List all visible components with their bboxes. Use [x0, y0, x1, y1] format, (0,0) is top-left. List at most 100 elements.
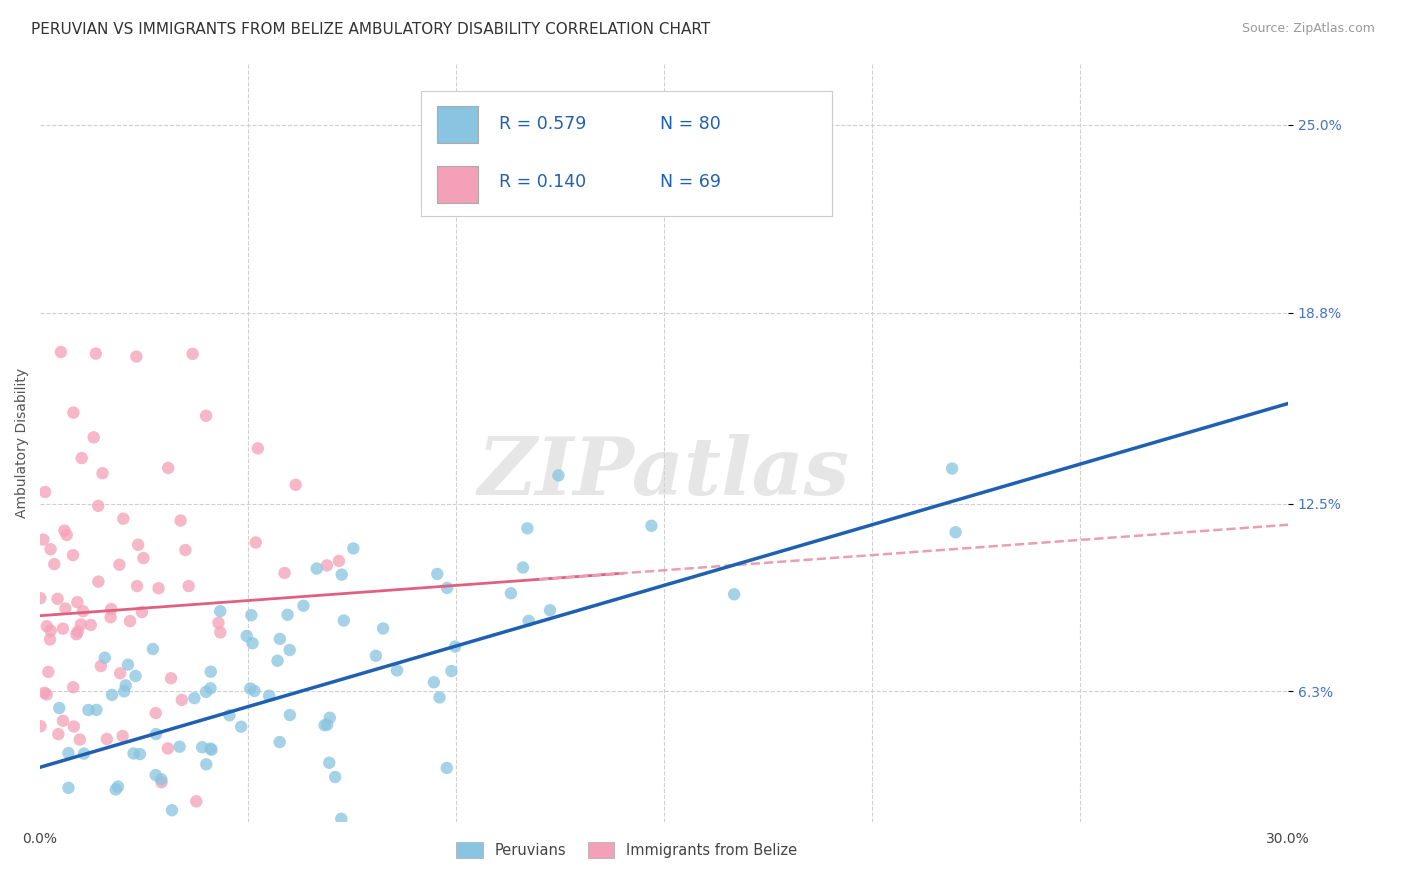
Point	[122, 747, 145, 761]
Point	[723, 587, 745, 601]
Point	[69, 732, 91, 747]
Point	[183, 691, 205, 706]
Point	[328, 554, 350, 568]
Point	[181, 347, 204, 361]
Point	[440, 664, 463, 678]
Point	[195, 685, 218, 699]
Point	[170, 693, 193, 707]
Point	[101, 688, 124, 702]
Point	[499, 586, 522, 600]
Point	[186, 794, 208, 808]
Point	[66, 624, 89, 639]
Point	[235, 629, 257, 643]
Point	[319, 711, 342, 725]
Point	[30, 719, 52, 733]
Point	[111, 729, 134, 743]
Point	[547, 468, 569, 483]
Point	[52, 714, 75, 728]
Point	[131, 605, 153, 619]
Point	[90, 659, 112, 673]
Point	[145, 768, 167, 782]
Point	[516, 521, 538, 535]
Point	[284, 822, 307, 836]
Point	[70, 451, 93, 466]
Point	[640, 518, 662, 533]
Point	[44, 557, 66, 571]
Point	[35, 687, 58, 701]
Point	[160, 671, 183, 685]
Point	[150, 775, 173, 789]
Point	[108, 558, 131, 572]
Point	[240, 608, 263, 623]
Point	[87, 499, 110, 513]
Point	[62, 548, 84, 562]
Point	[266, 654, 288, 668]
Point	[426, 566, 449, 581]
Point	[80, 618, 103, 632]
Point	[333, 614, 356, 628]
Point	[49, 345, 72, 359]
Point	[191, 740, 214, 755]
Point	[316, 558, 339, 573]
Point	[39, 624, 62, 638]
Point	[39, 632, 62, 647]
Point	[86, 703, 108, 717]
Point	[84, 346, 107, 360]
Point	[124, 669, 146, 683]
Point	[46, 591, 69, 606]
Point	[941, 461, 963, 475]
Point	[34, 485, 56, 500]
Point	[323, 770, 346, 784]
Point	[142, 642, 165, 657]
Point	[517, 614, 540, 628]
Point	[277, 607, 299, 622]
Point	[160, 803, 183, 817]
Point	[243, 684, 266, 698]
Point	[218, 708, 240, 723]
Point	[44, 845, 66, 859]
Point	[314, 718, 336, 732]
Point	[246, 442, 269, 456]
Point	[195, 757, 218, 772]
Point	[114, 678, 136, 692]
Point	[94, 650, 117, 665]
Point	[257, 689, 280, 703]
Point	[62, 680, 84, 694]
Point	[31, 833, 53, 847]
Point	[284, 478, 307, 492]
Point	[83, 430, 105, 444]
Point	[35, 619, 58, 633]
Point	[200, 742, 222, 756]
Point	[169, 739, 191, 754]
Point	[58, 780, 80, 795]
Point	[436, 581, 458, 595]
Text: Source: ZipAtlas.com: Source: ZipAtlas.com	[1241, 22, 1375, 36]
Point	[316, 717, 339, 731]
Point	[423, 675, 446, 690]
Point	[118, 614, 141, 628]
Point	[48, 701, 70, 715]
Point	[112, 684, 135, 698]
Point	[73, 747, 96, 761]
Point	[318, 756, 340, 770]
Point	[131, 845, 153, 859]
Point	[55, 601, 77, 615]
Point	[39, 542, 62, 557]
Point	[207, 615, 229, 630]
Point	[55, 528, 77, 542]
Legend: Peruvians, Immigrants from Belize: Peruvians, Immigrants from Belize	[450, 836, 803, 863]
Point	[278, 708, 301, 723]
Point	[91, 467, 114, 481]
Point	[37, 665, 59, 679]
Y-axis label: Ambulatory Disability: Ambulatory Disability	[15, 368, 30, 518]
Point	[58, 746, 80, 760]
Point	[200, 665, 222, 679]
Point	[72, 604, 94, 618]
Point	[242, 636, 264, 650]
Point	[538, 603, 561, 617]
Point	[104, 782, 127, 797]
Point	[177, 579, 200, 593]
Point	[30, 591, 52, 606]
Point	[63, 719, 86, 733]
Point	[364, 648, 387, 663]
